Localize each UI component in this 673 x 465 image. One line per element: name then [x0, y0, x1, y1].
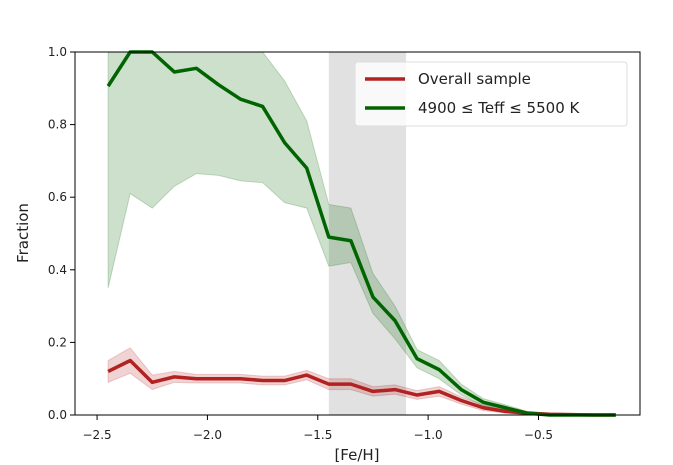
legend-box [354, 61, 628, 127]
x-tick-label: −2.5 [83, 428, 112, 442]
plot-frame [74, 51, 641, 416]
y-tick-label: 0.6 [48, 190, 67, 204]
x-axis-label: [Fe/H] [334, 446, 379, 464]
x-tick-label: −0.5 [524, 428, 553, 442]
y-tick-label: 0.8 [48, 118, 67, 132]
y-tick-label: 1.0 [48, 45, 67, 59]
x-tick-label: −1.0 [414, 428, 443, 442]
x-tick-label: −1.5 [303, 428, 332, 442]
x-tick-label: −2.0 [193, 428, 222, 442]
y-tick-label: 0.2 [48, 335, 67, 349]
legend-label: Overall sample [418, 70, 531, 88]
y-tick-label: 0.4 [48, 263, 67, 277]
y-tick-label: 0.0 [48, 408, 67, 422]
y-axis-label: Fraction [14, 203, 32, 263]
series-line [106, 50, 616, 417]
legend-label: 4900 ≤ Teff ≤ 5500 K [418, 99, 581, 117]
